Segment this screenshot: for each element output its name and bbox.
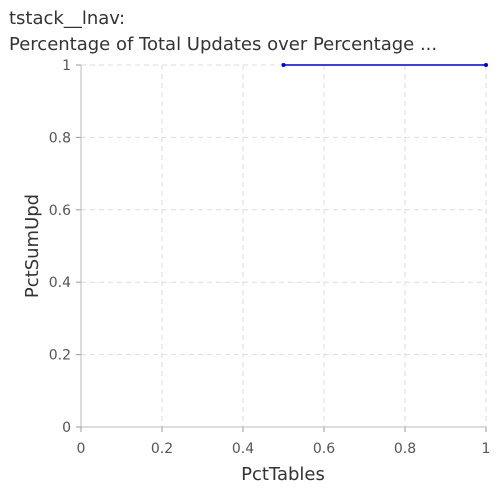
y-tick-label: 0.2: [49, 348, 71, 364]
series-layer: [281, 63, 488, 67]
axes: [76, 64, 487, 432]
y-tick-label: 1: [62, 58, 71, 74]
tick-labels: 0 0.2 0.4 0.6 0.8 1 0 0.2 0.4 0.6 0.8 1: [49, 58, 491, 457]
grid: [81, 64, 487, 427]
x-tick-label: 1: [482, 441, 491, 457]
x-tick-label: 0.2: [151, 441, 173, 457]
y-axis-label: PctSumUpd: [22, 194, 43, 298]
data-point: [281, 63, 286, 67]
data-point: [484, 63, 488, 67]
x-tick-label: 0.8: [394, 441, 416, 457]
x-tick-label: 0: [77, 441, 86, 457]
x-tick-label: 0.6: [313, 441, 335, 457]
chart-title: tstack__lnav:: [9, 8, 126, 29]
chart-subtitle: Percentage of Total Updates over Percent…: [9, 34, 438, 55]
y-tick-label: 0.6: [49, 203, 71, 219]
y-tick-label: 0: [62, 420, 71, 436]
x-tick-label: 0.4: [232, 441, 254, 457]
y-tick-label: 0.4: [49, 275, 71, 291]
y-tick-label: 0.8: [49, 130, 71, 146]
x-axis-label: PctTables: [241, 464, 325, 485]
